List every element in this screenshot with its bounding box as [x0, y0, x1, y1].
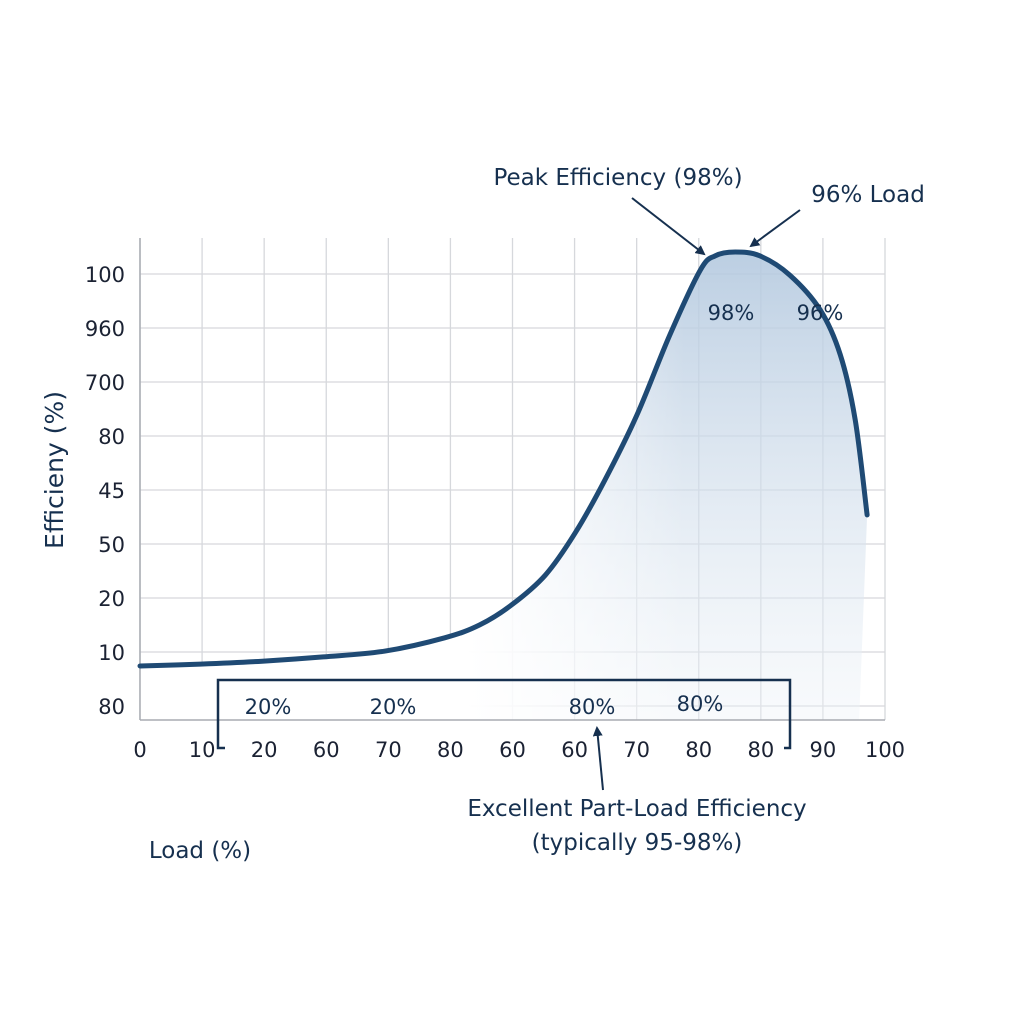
tick-labels: 0 10 20 60 70 80 60 60 70 80 80 90 100 100 960 700 80 45 5… [85, 263, 905, 762]
y-tick-label: 20 [98, 587, 125, 611]
axes [139, 238, 885, 721]
x-tick-label: 80 [437, 738, 464, 762]
y-tick-label: 80 [98, 695, 125, 719]
y-tick-label: 960 [85, 317, 125, 341]
part-load-arrow [592, 726, 604, 791]
y-tick-label: 700 [85, 371, 125, 395]
x-tick-label: 60 [561, 738, 588, 762]
x-tick-label: 100 [865, 738, 905, 762]
part-load-annotation-line1: Excellent Part-Load Efficiency [467, 796, 806, 822]
y-tick-label: 80 [98, 425, 125, 449]
efficiency-curve [137, 249, 870, 669]
x-tick-label: 80 [685, 738, 712, 762]
range-label: 80% [677, 692, 724, 716]
right-value-label: 96% [797, 301, 844, 325]
x-tick-label: 20 [251, 738, 278, 762]
y-tick-label: 45 [98, 479, 125, 503]
curve-line [137, 249, 870, 669]
x-tick-label: 60 [499, 738, 526, 762]
x-tick-label: 60 [313, 738, 340, 762]
peak-load-arrow [749, 209, 801, 248]
y-axis-label: Efficieny (%) [40, 391, 69, 549]
x-tick-label: 70 [375, 738, 402, 762]
y-tick-label: 100 [85, 263, 125, 287]
peak-arrow [631, 197, 706, 256]
x-tick-label: 90 [810, 738, 837, 762]
range-label: 80% [569, 695, 616, 719]
peak-annotation: Peak Efficiency (98%) [493, 165, 742, 191]
x-axis-label: Load (%) [149, 838, 251, 864]
y-tick-label: 10 [98, 641, 125, 665]
area-fill [140, 252, 868, 720]
part-load-annotation-line2: (typically 95-98%) [532, 830, 743, 856]
area-fade [140, 252, 868, 720]
range-label: 20% [245, 695, 292, 719]
y-tick-label: 50 [98, 533, 125, 557]
range-label: 20% [370, 695, 417, 719]
peak-load-annotation: 96% Load [811, 182, 925, 208]
x-tick-label: 10 [189, 738, 216, 762]
x-tick-label: 70 [623, 738, 650, 762]
x-tick-label: 80 [747, 738, 774, 762]
part-load-bracket [216, 678, 792, 750]
peak-value-label: 98% [708, 301, 755, 325]
x-tick-label: 0 [133, 738, 146, 762]
